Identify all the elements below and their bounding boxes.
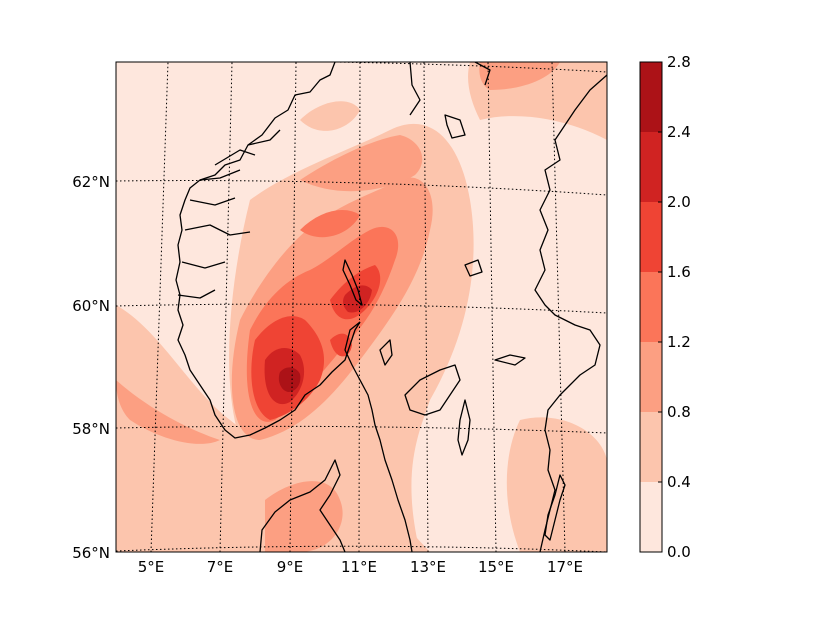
lake-small-1 <box>494 354 526 366</box>
lon-label-7: 7°E <box>207 558 234 576</box>
coastlines <box>175 62 607 552</box>
border-inland <box>409 62 491 116</box>
coastline-gotland <box>544 474 566 541</box>
meridian-7 <box>219 62 233 552</box>
lon-labels: 5°E 7°E 9°E 11°E 13°E 15°E 17°E <box>138 558 583 576</box>
parallel-56 <box>116 545 607 552</box>
lake-small-2 <box>379 339 393 366</box>
colorbar-segment <box>640 62 662 132</box>
lon-label-17: 17°E <box>547 558 583 576</box>
colorbar-tick-label: 1.2 <box>667 333 691 351</box>
colorbar-segment <box>640 202 662 272</box>
map-panel <box>116 62 607 552</box>
lat-label-56: 56°N <box>72 544 110 562</box>
meridian-11 <box>358 62 361 552</box>
coastline-oslofjord <box>344 321 413 552</box>
colorbar-tick-label: 0.8 <box>667 403 691 421</box>
field-level-6 <box>278 367 301 392</box>
meridian-15 <box>487 62 497 552</box>
coastline-norway <box>175 62 361 439</box>
lat-labels: 56°N 58°N 60°N 62°N <box>72 173 110 562</box>
colorbar-segment <box>640 482 662 552</box>
meridian-13 <box>423 62 429 552</box>
lake-vanern <box>404 364 461 416</box>
meridian-5 <box>150 62 169 552</box>
coastline-sweden-east <box>534 74 607 552</box>
lake-mjosa <box>342 259 363 306</box>
map-frame <box>115 61 608 553</box>
colorbar-tick-label: 1.6 <box>667 263 691 281</box>
colorbar-tick-label: 2.4 <box>667 123 691 141</box>
parallel-58 <box>116 425 607 434</box>
coastline-denmark <box>259 459 346 552</box>
lon-label-11: 11°E <box>341 558 377 576</box>
lat-label-58: 58°N <box>72 420 110 438</box>
lon-label-13: 13°E <box>410 558 446 576</box>
colorbar-segment <box>640 412 662 482</box>
meridian-17 <box>551 62 566 552</box>
colorbar-tick-label: 0.4 <box>667 473 691 491</box>
lake-siljan <box>464 259 483 277</box>
colorbar-tick-label: 0.0 <box>667 543 691 561</box>
colorbar-segment <box>640 132 662 202</box>
lake-storsjon <box>444 114 466 139</box>
colorbar-segment <box>640 272 662 342</box>
lon-label-15: 15°E <box>478 558 514 576</box>
parallel-64 <box>116 62 607 73</box>
colorbar-frame <box>639 61 663 553</box>
colorbar-tick-label: 2.8 <box>667 53 691 71</box>
meridian-9 <box>289 62 297 552</box>
lat-label-62: 62°N <box>72 173 110 191</box>
coastline-fjords <box>177 129 281 299</box>
colorbar: 0.0 0.4 0.8 1.2 1.6 2.0 2.4 2.8 <box>639 53 691 561</box>
lon-label-9: 9°E <box>277 558 304 576</box>
lake-vattern <box>457 399 471 456</box>
lon-label-5: 5°E <box>138 558 165 576</box>
colorbar-segment <box>640 342 662 412</box>
colorbar-tick-label: 2.0 <box>667 193 691 211</box>
parallel-62 <box>116 180 607 196</box>
lat-label-60: 60°N <box>72 297 110 315</box>
